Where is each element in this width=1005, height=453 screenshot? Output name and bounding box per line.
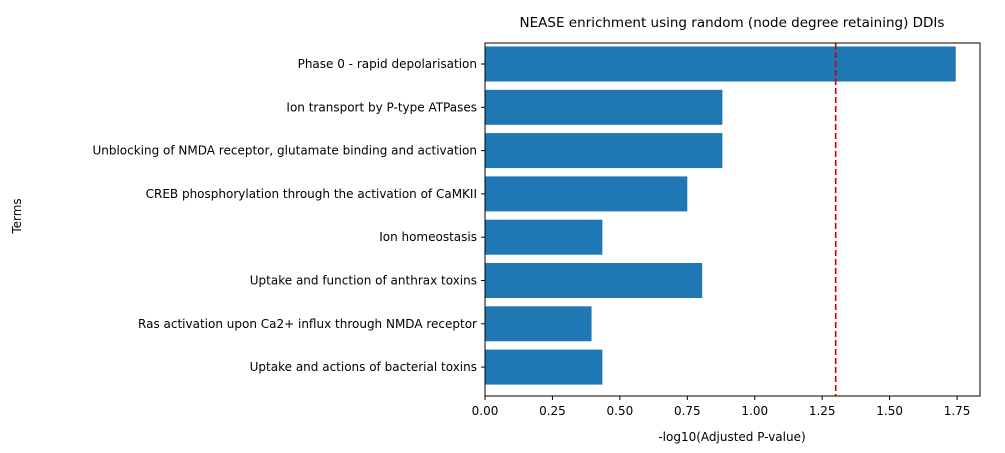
y-tick-label: Uptake and function of anthrax toxins xyxy=(250,274,477,288)
x-axis-ticks: 0.00 0.25 0.50 0.75 1.00 1.25 1.50 1.75 xyxy=(472,396,971,418)
bars-group xyxy=(485,46,956,385)
y-tick-label: Unblocking of NMDA receptor, glutamate b… xyxy=(92,144,477,158)
plot-frame xyxy=(484,42,981,397)
bar-5 xyxy=(485,219,603,255)
x-tick-label: 0.25 xyxy=(539,404,566,418)
y-tick-label: Ion transport by P-type ATPases xyxy=(286,100,477,114)
y-tick-label: Ion homeostasis xyxy=(379,230,477,244)
x-tick-label: 0.75 xyxy=(674,404,701,418)
x-tick-label: 0.50 xyxy=(607,404,634,418)
x-axis-label: -log10(Adjusted P-value) xyxy=(658,430,805,444)
bar-2 xyxy=(485,89,723,125)
x-tick-label: 1.75 xyxy=(944,404,971,418)
x-tick-label: 0.00 xyxy=(472,404,499,418)
bar-1 xyxy=(485,46,956,82)
x-tick-label: 1.25 xyxy=(809,404,836,418)
x-tick-label: 1.50 xyxy=(876,404,903,418)
y-tick-label: Ras activation upon Ca2+ influx through … xyxy=(138,317,477,331)
bar-8 xyxy=(485,349,603,385)
y-tick-label: Phase 0 - rapid depolarisation xyxy=(298,57,477,71)
y-axis-ticks: Phase 0 - rapid depolarisation Ion transp… xyxy=(92,57,485,374)
y-tick-label: Uptake and actions of bacterial toxins xyxy=(250,360,477,374)
bar-7 xyxy=(485,306,592,342)
x-tick-label: 1.00 xyxy=(741,404,768,418)
bar-6 xyxy=(485,263,703,298)
y-tick-label: CREB phosphorylation through the activat… xyxy=(146,187,477,201)
chart-title: NEASE enrichment using random (node degr… xyxy=(520,15,945,31)
bar-3 xyxy=(485,133,723,169)
y-axis-label: Terms xyxy=(10,198,24,234)
bar-4 xyxy=(485,176,688,212)
